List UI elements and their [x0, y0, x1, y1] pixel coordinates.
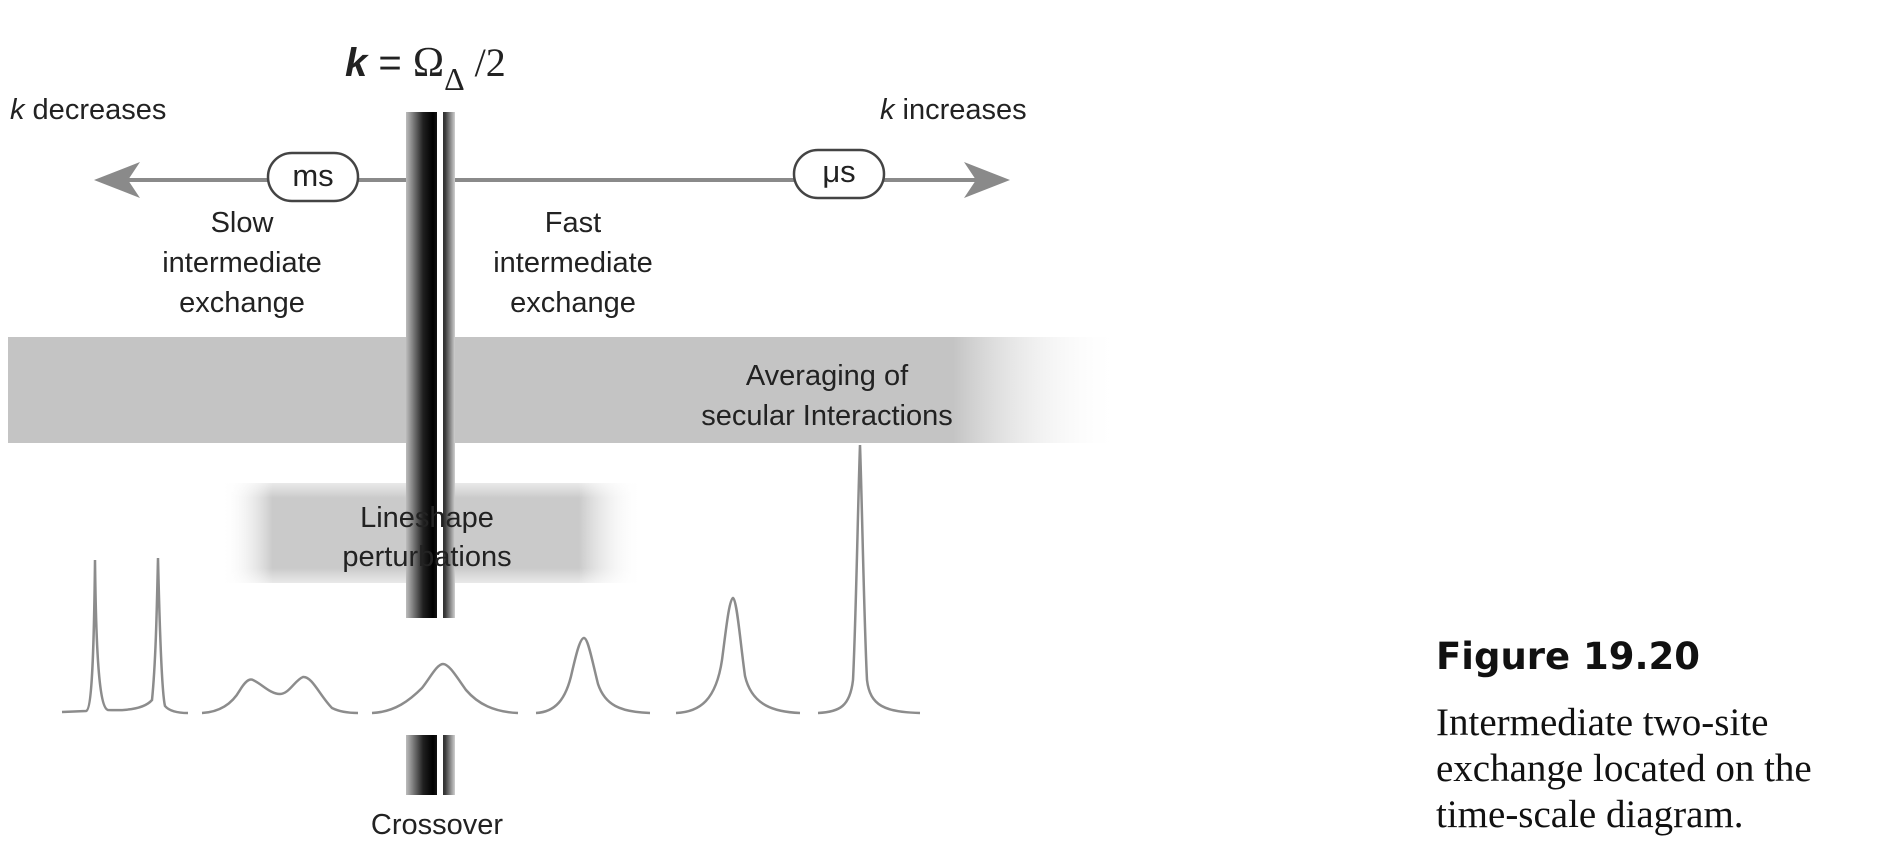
svg-text:exchange: exchange [179, 287, 305, 319]
spectrum-4 [535, 636, 651, 715]
k-increases-label: k increases [880, 94, 1027, 126]
formula-k: k [345, 41, 369, 85]
nmr-spectra [61, 444, 921, 715]
figure-title: Figure 19.20 [1436, 635, 1701, 678]
crossover-bar [406, 112, 455, 795]
spectrum-2 [201, 675, 359, 715]
k-decreases-label: k decreases [10, 94, 166, 126]
crossover-formula: k = ΩΔ /2 [345, 40, 506, 97]
svg-text:intermediate: intermediate [493, 247, 653, 279]
averaging-band [8, 337, 1120, 443]
figure-caption: Intermediate two-site exchange located o… [1436, 701, 1812, 836]
svg-text:Fast: Fast [545, 207, 601, 239]
slow-intermediate-exchange-label: Slow intermediate exchange [162, 207, 322, 319]
lineshape-label: Lineshape perturbations [342, 502, 511, 573]
svg-text:ms: ms [292, 158, 333, 193]
formula-subscript: Δ [444, 61, 465, 97]
spectrum-1-slow [61, 557, 189, 715]
svg-text:exchange: exchange [510, 287, 636, 319]
averaging-label: Averaging of secular Interactions [701, 360, 952, 432]
svg-text:Averaging of: Averaging of [746, 360, 909, 392]
spectrum-6-fast [817, 444, 921, 715]
fast-intermediate-exchange-label: Fast intermediate exchange [493, 207, 653, 319]
svg-text:intermediate: intermediate [162, 247, 322, 279]
arrow-left-head [94, 162, 140, 198]
svg-text:Slow: Slow [211, 207, 275, 239]
formula-divide: /2 [465, 40, 506, 85]
crossover-label: Crossover [371, 809, 503, 841]
svg-text:μs: μs [822, 154, 855, 189]
ms-pill: ms [266, 151, 360, 203]
us-pill: μs [792, 148, 886, 200]
spectrum-3-crossover [371, 662, 519, 715]
formula-equals: = [367, 41, 413, 85]
spectrum-5 [675, 596, 801, 715]
svg-text:perturbations: perturbations [342, 541, 511, 573]
formula-omega: Ω [413, 40, 444, 86]
arrow-right-head [964, 162, 1010, 198]
svg-text:Lineshape: Lineshape [360, 502, 494, 534]
svg-text:secular Interactions: secular Interactions [701, 400, 952, 432]
